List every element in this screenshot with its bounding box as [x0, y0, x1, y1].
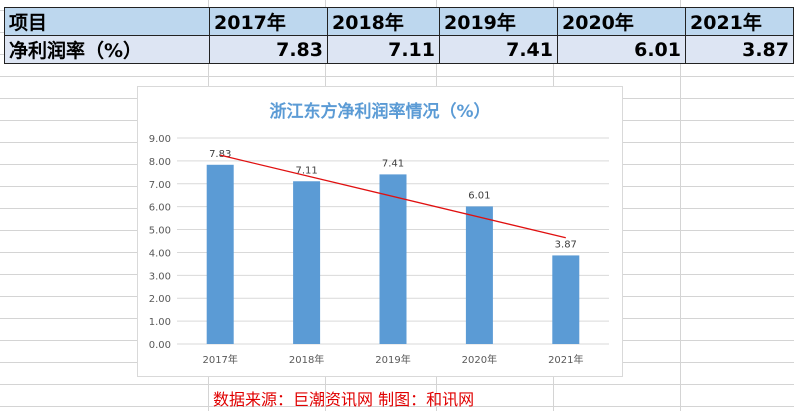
- data-label: 7.83: [209, 149, 231, 160]
- trendline: [220, 154, 566, 239]
- header-cell[interactable]: 项目: [4, 7, 210, 36]
- y-tick-label: 2.00: [149, 294, 171, 305]
- y-tick-label: 9.00: [149, 134, 171, 145]
- cell[interactable]: 7.41: [439, 35, 558, 64]
- bar: [465, 206, 493, 344]
- bar: [379, 174, 407, 344]
- x-tick-label: 2019年: [375, 353, 410, 366]
- y-tick-label: 6.00: [149, 203, 171, 214]
- table-header-row: 项目 2017年 2018年 2019年 2020年 2021年: [4, 7, 794, 36]
- x-tick-label: 2021年: [548, 353, 583, 366]
- x-tick-label: 2020年: [462, 353, 497, 366]
- chart[interactable]: 浙江东方净利润率情况（%） 0.00 1.00 2.00 3.00 4.00 5.00 6.…: [137, 86, 623, 377]
- cell[interactable]: 净利润率（%）: [4, 35, 210, 64]
- bar: [206, 164, 234, 344]
- cell[interactable]: 7.83: [209, 35, 328, 64]
- cell[interactable]: 3.87: [685, 35, 794, 64]
- x-tick-label: 2018年: [289, 353, 324, 366]
- header-cell[interactable]: 2018年: [327, 7, 440, 36]
- header-cell[interactable]: 2019年: [439, 7, 558, 36]
- cell[interactable]: 6.01: [557, 35, 686, 64]
- cell[interactable]: 7.11: [327, 35, 440, 64]
- data-label: 7.41: [382, 158, 404, 169]
- source-note: 数据来源：巨潮资讯网 制图：和讯网: [213, 390, 475, 409]
- header-cell[interactable]: 2020年: [557, 7, 686, 36]
- y-tick-label: 5.00: [149, 226, 171, 237]
- y-tick-label: 7.00: [149, 180, 171, 191]
- chart-title: 浙江东方净利润率情况（%）: [269, 101, 490, 122]
- x-tick-label: 2017年: [202, 353, 237, 366]
- y-tick-label: 1.00: [149, 317, 171, 328]
- bar: [293, 181, 321, 344]
- header-cell[interactable]: 2017年: [209, 7, 328, 36]
- y-tick-label: 3.00: [149, 271, 171, 282]
- y-tick-label: 8.00: [149, 157, 171, 168]
- data-table: 项目 2017年 2018年 2019年 2020年 2021年 净利润率（%）…: [4, 7, 794, 64]
- bar: [552, 255, 580, 344]
- y-tick-label: 4.00: [149, 248, 171, 259]
- header-cell[interactable]: 2021年: [685, 7, 794, 36]
- data-label: 3.87: [555, 239, 577, 250]
- y-tick-label: 0.00: [149, 340, 171, 351]
- data-label: 6.01: [468, 190, 490, 201]
- data-label: 7.11: [295, 165, 317, 176]
- table-row: 净利润率（%） 7.83 7.11 7.41 6.01 3.87: [4, 35, 794, 64]
